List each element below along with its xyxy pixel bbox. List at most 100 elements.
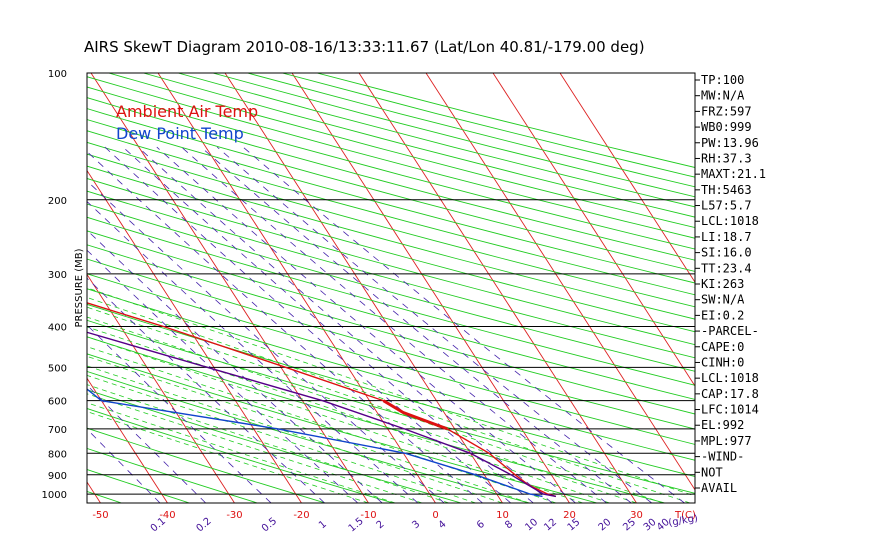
isotherm-line — [492, 73, 695, 387]
bottom-axis-unit: T(C) — [674, 510, 696, 521]
dry-adiabat-line — [87, 216, 695, 386]
dry-adiabat-line — [87, 153, 695, 320]
bottom-temp-tick-label: 20 — [563, 510, 576, 521]
dry-adiabat-line — [87, 490, 122, 503]
dry-adiabat-line — [87, 141, 695, 308]
moist-adiabat-line — [87, 326, 610, 503]
dry-adiabat-line — [87, 203, 695, 372]
dry-adiabat-line — [87, 244, 695, 415]
dry-adiabat-line — [87, 230, 695, 400]
mixing-ratio-tick-label: 6 — [475, 519, 487, 532]
stat-entry: PW:13.96 — [701, 136, 759, 150]
dry-adiabat-line — [212, 73, 695, 198]
bottom-temp-tick-label: -20 — [293, 510, 309, 521]
series-line-dew-point-temp — [87, 388, 543, 498]
stat-entry: EI:0.2 — [701, 308, 744, 322]
pressure-tick-label: 100 — [48, 69, 67, 80]
pressure-tick-label: 200 — [48, 196, 67, 207]
stat-entry: MPL:977 — [701, 434, 752, 448]
stat-entry: KI:263 — [701, 277, 744, 291]
moist-adiabat-line — [87, 346, 557, 503]
dry-adiabat-line — [87, 273, 695, 445]
stat-entry: TP:100 — [701, 73, 744, 87]
dry-adiabat-line — [87, 427, 326, 503]
dry-adiabat-line — [87, 130, 695, 296]
mixing-ratio-tick-label: 10 — [523, 517, 540, 534]
pressure-tick-label: 900 — [48, 471, 67, 482]
dry-adiabat-line — [177, 73, 695, 208]
isotherm-line — [425, 73, 695, 491]
bottom-temp-tick-label: 10 — [496, 510, 509, 521]
isotherm-line — [224, 73, 503, 503]
dry-adiabat-line — [87, 190, 695, 359]
pressure-tick-label: 300 — [48, 270, 67, 281]
dry-adiabat-line — [87, 447, 258, 503]
stat-entry: AVAIL — [701, 481, 737, 495]
stat-entry: RH:37.3 — [701, 151, 752, 165]
stat-entry: NOT — [701, 465, 723, 479]
stat-entry: TH:5463 — [701, 183, 752, 197]
dry-adiabat-line — [87, 319, 695, 494]
stat-entry: -WIND- — [701, 450, 744, 464]
stat-entry: SI:16.0 — [701, 246, 752, 260]
mixing-ratio-unit: (g/kg) — [668, 513, 699, 529]
legend-ambient-air-temp: Ambient Air Temp — [116, 102, 258, 121]
bottom-temp-tick-label: -30 — [226, 510, 242, 521]
isotherm-line — [87, 169, 302, 503]
stat-entry: FRZ:597 — [701, 104, 752, 118]
mixing-ratio-tick-label: 1 — [317, 519, 329, 532]
moist-adiabat-line — [87, 306, 664, 503]
pressure-tick-label: 1000 — [42, 490, 67, 501]
pressure-tick-label: 500 — [48, 363, 67, 374]
dry-adiabat-line — [87, 469, 190, 503]
stat-entry: LI:18.7 — [701, 230, 752, 244]
moist-adiabat-line — [87, 355, 530, 503]
bottom-temp-tick-label: -40 — [159, 510, 175, 521]
dry-adiabat-line — [87, 288, 695, 461]
pressure-tick-label: 800 — [48, 449, 67, 460]
mixing-ratio-tick-label: 20 — [597, 517, 614, 534]
series-line-ambient-air-temp — [87, 302, 557, 498]
dry-adiabat-line — [87, 108, 695, 272]
y-axis-label: PRESSURE (MB) — [74, 248, 85, 327]
dry-adiabat-line — [87, 119, 695, 284]
pressure-tick-label: 600 — [48, 397, 67, 408]
dry-adiabat-line — [87, 370, 530, 503]
mixing-ratio-line — [216, 146, 652, 503]
moist-adiabat-line — [87, 365, 503, 503]
isotherm-line — [87, 481, 101, 503]
stat-entry: LFC:1014 — [701, 403, 759, 417]
mixing-ratio-tick-label: 8 — [503, 519, 515, 532]
dry-adiabat-line — [87, 97, 695, 261]
dry-adiabat-line — [87, 336, 666, 503]
dry-adiabat-line — [87, 389, 462, 503]
stat-entry: CAP:17.8 — [701, 387, 759, 401]
stat-entry: MW:N/A — [701, 89, 745, 103]
isotherm-line — [157, 73, 436, 503]
stat-entry: CINH:0 — [701, 355, 744, 369]
mixing-ratio-tick-label: 0.5 — [260, 516, 279, 535]
ambient-temp-highlight-segment — [382, 399, 448, 431]
dry-adiabat-line — [87, 303, 695, 478]
isotherm-line — [87, 377, 168, 503]
chart-title: AIRS SkewT Diagram 2010-08-16/13:33:11.6… — [84, 38, 645, 56]
moist-adiabat-line — [87, 316, 637, 503]
mixing-ratio-tick-label: 4 — [437, 519, 449, 532]
mixing-ratio-line — [242, 146, 685, 503]
bottom-temp-tick-label: 30 — [630, 510, 643, 521]
dry-adiabat-line — [87, 178, 695, 346]
series-line-parcel-path — [87, 331, 557, 498]
legend-dew-point-temp: Dew Point Temp — [116, 124, 244, 143]
mixing-ratio-tick-label: 0.2 — [194, 516, 213, 535]
stat-entry: MAXT:21.1 — [701, 167, 766, 181]
stat-entry: LCL:1018 — [701, 371, 759, 385]
bottom-temp-tick-label: 0 — [432, 510, 438, 521]
stat-entry: WB0:999 — [701, 120, 752, 134]
mixing-ratio-tick-label: 12 — [542, 517, 559, 534]
stat-entry: LCL:1018 — [701, 214, 759, 228]
dry-adiabat-line — [87, 258, 695, 430]
stat-entry: CAPE:0 — [701, 340, 744, 354]
stat-entry: L57:5.7 — [701, 199, 752, 213]
moist-adiabat-line — [87, 393, 423, 503]
